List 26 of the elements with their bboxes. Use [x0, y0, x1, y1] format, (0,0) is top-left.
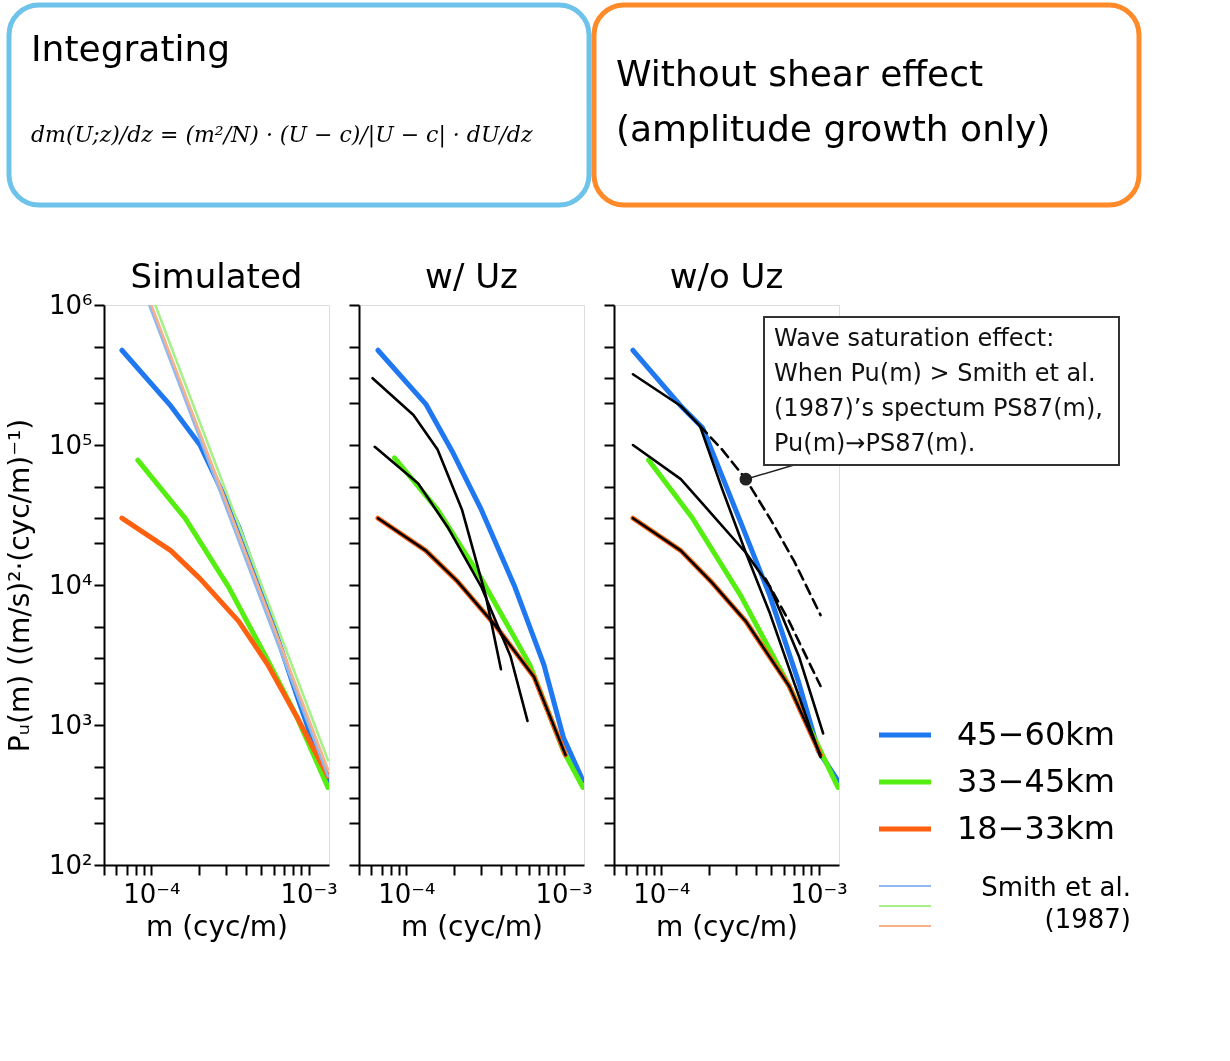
chart-title: w/o Uz — [669, 256, 784, 296]
text: Integrating — [31, 28, 231, 69]
y-tick-label: 10² — [48, 849, 93, 880]
y-axis-title: Pᵤ(m) ((m/s)²·(cyc/m)⁻¹) — [2, 418, 36, 753]
x-axis-title: m (cyc/m) — [145, 909, 289, 943]
x-axis-title: m (cyc/m) — [655, 909, 799, 943]
x-tick-label: 10⁻⁴ — [123, 878, 181, 909]
text: dm(U;z)/dz = (m²/N) · (U − c)/|U − c| · dU/dz — [31, 122, 533, 148]
legend-label: 33−45km — [957, 762, 1115, 800]
chart-title: Simulated — [130, 256, 303, 296]
x-tick-label: 10⁻⁴ — [378, 878, 436, 909]
x-axis-title: m (cyc/m) — [400, 909, 544, 943]
legend-label: 45−60km — [957, 715, 1115, 753]
chart-title: w/ Uz — [425, 256, 518, 296]
x-tick-label: 10⁻³ — [280, 878, 338, 909]
text: Without shear effect (amplitude growth only) — [616, 53, 1051, 149]
annotation: Wave saturation effect: When Pu(m) > Smith et al. (1987)’s spectum PS87(m), Pu(m)→PS87(m). — [774, 324, 1103, 457]
x-tick-label: 10⁻⁴ — [633, 878, 691, 909]
y-tick-label: 10⁵ — [48, 429, 93, 460]
legend-label: 18−33km — [957, 809, 1115, 847]
y-tick-label: 10⁴ — [48, 569, 93, 600]
y-tick-label: 10³ — [48, 709, 93, 740]
y-tick-label: 10⁶ — [48, 289, 93, 320]
x-tick-label: 10⁻³ — [535, 878, 593, 909]
x-tick-label: 10⁻³ — [790, 878, 848, 909]
legend-label: Smith et al. (1987) — [981, 872, 1131, 934]
